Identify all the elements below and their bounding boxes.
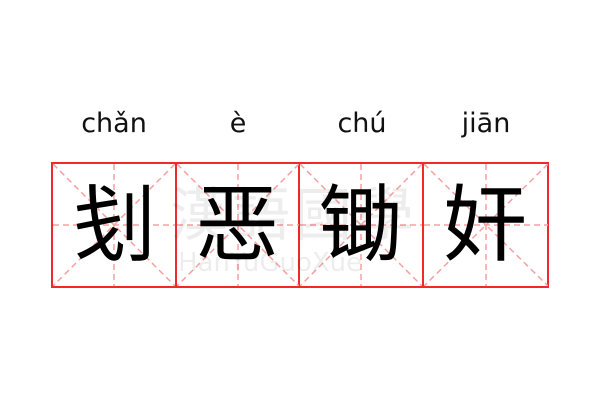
guide-line bbox=[300, 164, 422, 286]
guide-line bbox=[300, 164, 422, 286]
grid-cell: 恶 bbox=[176, 164, 300, 286]
watermark-cn: 漢語國學 bbox=[170, 181, 419, 249]
character-2: 锄 bbox=[318, 176, 403, 274]
character-1: 恶 bbox=[195, 176, 280, 274]
guide-line bbox=[176, 164, 299, 286]
guide-lines bbox=[176, 164, 299, 286]
character-grid: 刬 恶 锄 奸 bbox=[51, 162, 549, 288]
guide-line bbox=[423, 164, 548, 286]
pinyin-1: è bbox=[229, 108, 247, 139]
guide-lines bbox=[300, 164, 422, 286]
guide-line bbox=[176, 164, 299, 286]
guide-lines bbox=[423, 164, 548, 286]
grid-cell: 刬 bbox=[53, 164, 177, 286]
guide-line bbox=[53, 164, 175, 286]
grid-cell: 锄 bbox=[300, 164, 424, 286]
grid-cell: 奸 bbox=[423, 164, 548, 286]
character-0: 刬 bbox=[71, 176, 156, 274]
pinyin-0: chǎn bbox=[81, 108, 147, 139]
character-3: 奸 bbox=[443, 176, 528, 274]
guide-line bbox=[423, 164, 548, 286]
pinyin-2: chú bbox=[337, 108, 387, 139]
pinyin-3: jiān bbox=[461, 108, 511, 139]
guide-line bbox=[53, 164, 175, 286]
watermark-en: HanYuGuoXue bbox=[178, 248, 363, 278]
guide-lines bbox=[53, 164, 175, 286]
